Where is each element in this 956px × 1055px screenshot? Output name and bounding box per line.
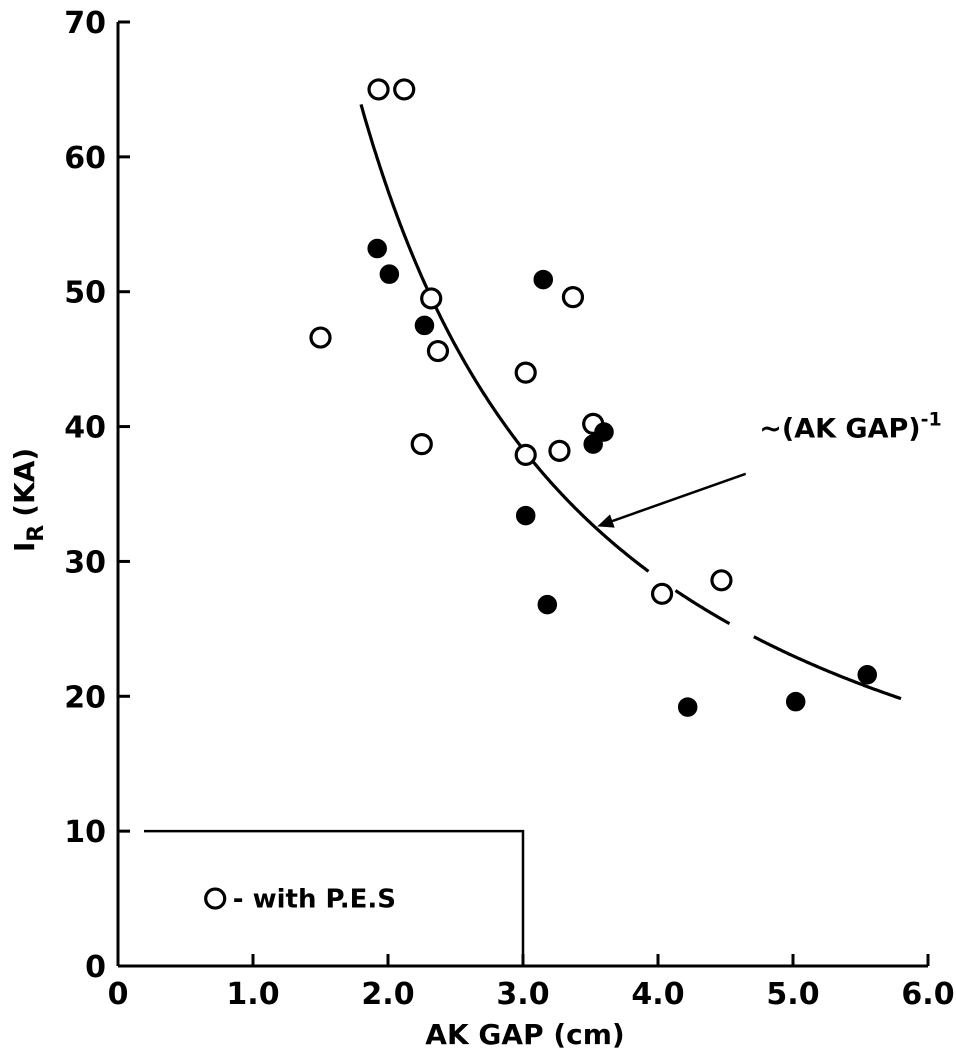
y-tick-label: 70 bbox=[64, 6, 106, 41]
data-point-open bbox=[514, 361, 537, 384]
x-tick-label: 6.0 bbox=[901, 977, 954, 1012]
y-tick-label: 20 bbox=[64, 680, 106, 715]
data-point-open bbox=[410, 433, 433, 456]
data-point-filled bbox=[677, 697, 698, 717]
legend-box bbox=[144, 829, 525, 966]
data-point-open bbox=[393, 78, 416, 101]
data-point-filled bbox=[414, 315, 435, 336]
y-axis-title: IR (KA) bbox=[8, 448, 49, 552]
annotation-arrowhead bbox=[597, 514, 615, 528]
data-point-open bbox=[420, 287, 443, 310]
data-point-open bbox=[514, 443, 537, 466]
y-axis-ticks: 0 10 20 30 40 50 60 70 bbox=[64, 6, 130, 985]
x-tick-label: 0 bbox=[108, 977, 129, 1012]
curve-annotation-label: ~(AK GAP)-1 bbox=[759, 408, 941, 444]
y-tick-label: 40 bbox=[64, 411, 106, 446]
data-point-open bbox=[548, 439, 571, 462]
x-tick-label: 3.0 bbox=[496, 977, 549, 1012]
legend-open-circle-symbol bbox=[204, 887, 227, 910]
annotation-arrow bbox=[611, 472, 747, 523]
x-tick-label: 1.0 bbox=[226, 977, 279, 1012]
curve-annotation-text: ~(AK GAP) bbox=[759, 413, 920, 444]
data-points bbox=[309, 78, 877, 717]
y-tick-label: 60 bbox=[64, 141, 106, 176]
fit-curve bbox=[359, 103, 902, 701]
x-axis-ticks: 0 1.0 2.0 3.0 4.0 5.0 6.0 bbox=[108, 954, 955, 1012]
x-tick-label: 4.0 bbox=[631, 977, 684, 1012]
data-point-filled bbox=[857, 664, 877, 685]
curve-annotation: ~(AK GAP)-1 bbox=[597, 408, 942, 528]
data-point-filled bbox=[379, 264, 400, 284]
fit-curve-line bbox=[359, 103, 902, 701]
data-point-filled bbox=[583, 434, 603, 454]
x-tick-label: 5.0 bbox=[766, 977, 819, 1012]
y-tick-label: 30 bbox=[64, 545, 106, 580]
curve-annotation-superscript: -1 bbox=[921, 408, 942, 430]
y-tick-label: 10 bbox=[64, 815, 106, 850]
data-point-filled bbox=[785, 691, 806, 712]
data-point-filled bbox=[367, 238, 387, 259]
y-tick-label: 0 bbox=[85, 950, 106, 985]
data-point-filled bbox=[537, 594, 558, 615]
legend-label: - with P.E.S bbox=[233, 885, 396, 915]
y-axis-title-subscript: R bbox=[24, 525, 49, 542]
data-point-filled bbox=[515, 505, 536, 526]
y-axis-title-main: I bbox=[8, 542, 41, 552]
axes-frame bbox=[116, 22, 928, 968]
legend: - with P.E.S bbox=[144, 829, 525, 966]
y-tick-label: 50 bbox=[64, 276, 106, 311]
data-point-filled bbox=[594, 422, 614, 442]
data-point-open bbox=[367, 78, 390, 101]
data-point-open bbox=[650, 582, 674, 605]
data-point-open bbox=[561, 286, 585, 309]
data-point-open bbox=[426, 339, 450, 363]
data-point-open bbox=[710, 569, 733, 592]
x-axis-title: AK GAP (cm) bbox=[425, 1018, 624, 1051]
data-point-filled bbox=[533, 269, 553, 290]
x-tick-label: 2.0 bbox=[361, 977, 414, 1012]
data-point-open bbox=[309, 326, 332, 349]
y-axis-title-unit: (KA) bbox=[8, 448, 41, 517]
